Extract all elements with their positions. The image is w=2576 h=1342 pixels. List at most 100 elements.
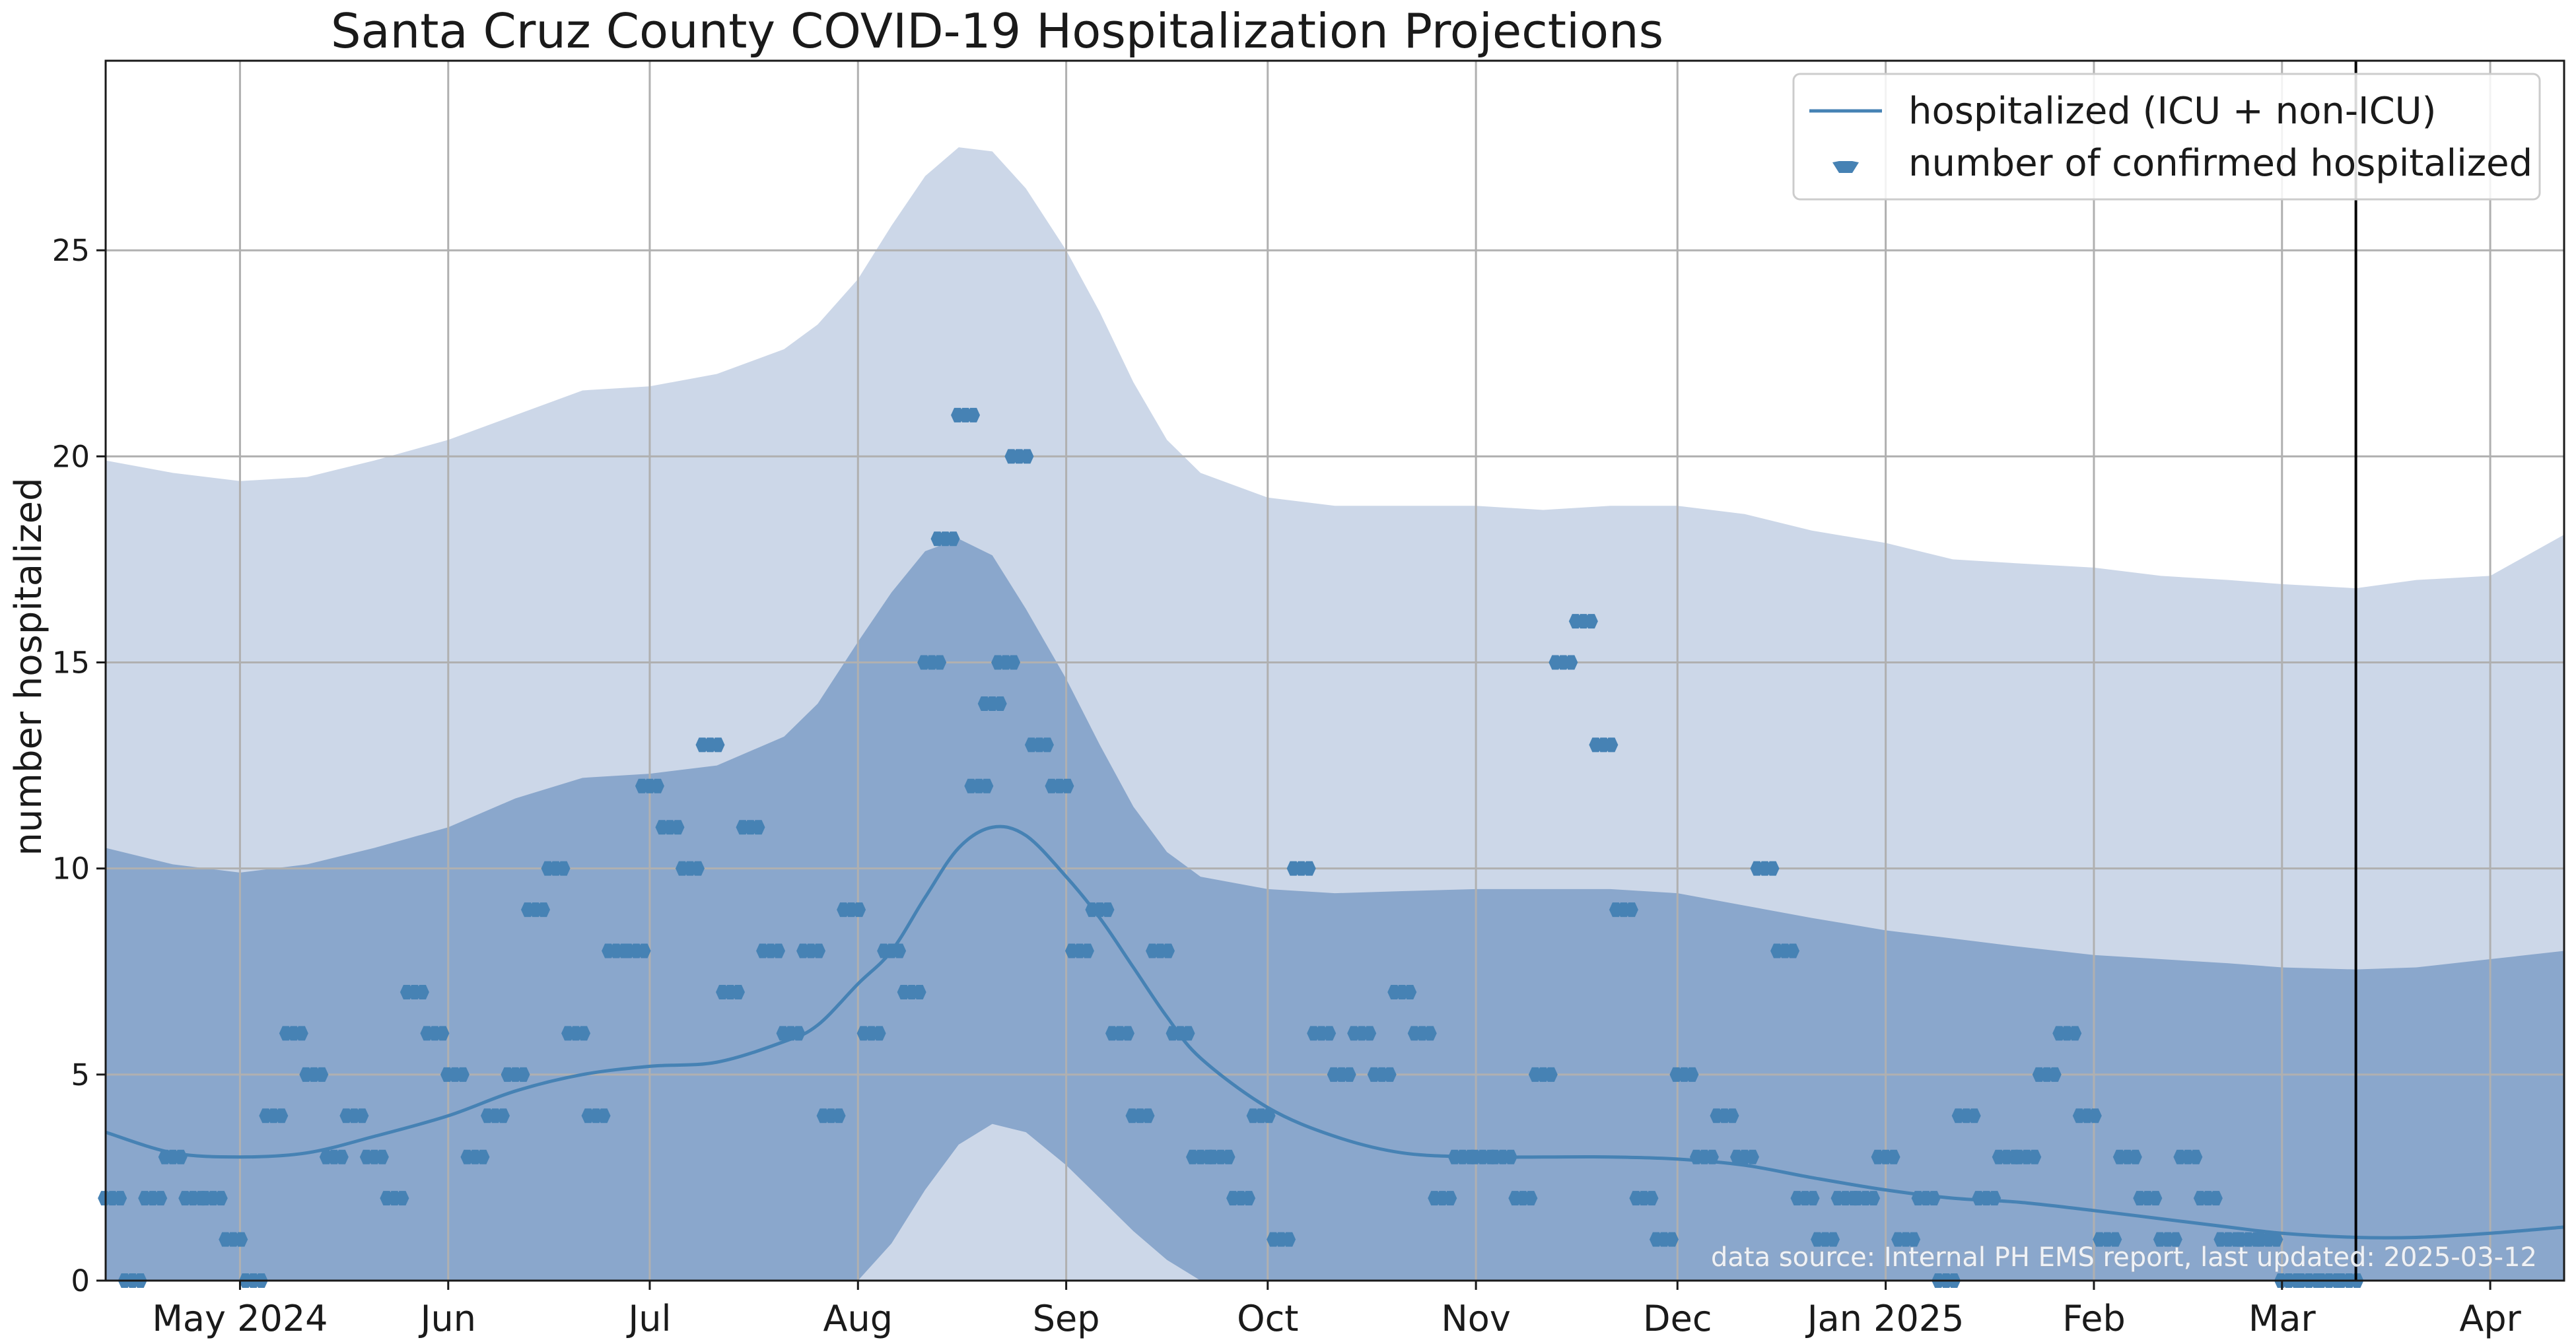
confirmed-point-marker xyxy=(872,1026,886,1041)
confirmed-point-marker xyxy=(1867,1191,1881,1206)
confirmed-point-marker xyxy=(1725,1108,1739,1124)
confirmed-point xyxy=(1891,1232,1921,1247)
confirmed-point xyxy=(1307,1026,1337,1041)
confirmed-point-marker xyxy=(1403,984,1417,999)
confirmed-point xyxy=(1064,943,1094,958)
confirmed-point xyxy=(158,1149,188,1164)
confirmed-point-marker xyxy=(751,820,765,835)
confirmed-point xyxy=(480,1108,510,1124)
confirmed-point xyxy=(1286,861,1316,876)
confirmed-point-marker xyxy=(1121,1026,1134,1041)
confirmed-point-marker xyxy=(1383,1067,1397,1082)
confirmed-point-marker xyxy=(375,1149,389,1164)
confirmed-point-marker xyxy=(691,861,705,876)
confirmed-point xyxy=(951,407,981,422)
confirmed-point xyxy=(1750,861,1780,876)
confirmed-point xyxy=(716,984,746,999)
legend: hospitalized (ICU + non-ICU) number of c… xyxy=(1792,73,2541,201)
x-tick-label: Feb xyxy=(2062,1298,2126,1339)
confirmed-point xyxy=(98,1191,127,1206)
confirmed-point xyxy=(2254,1232,2283,1247)
chart-title: Santa Cruz County COVID-19 Hospitalizati… xyxy=(331,3,1663,59)
confirmed-point-marker xyxy=(275,1108,289,1124)
confirmed-point xyxy=(1649,1232,1679,1247)
confirmed-point-marker xyxy=(1242,1191,1256,1206)
confirmed-point xyxy=(1387,984,1417,999)
confirmed-point xyxy=(420,1026,450,1041)
confirmed-point-marker xyxy=(234,1232,248,1247)
confirmed-point xyxy=(1972,1191,2002,1206)
x-tick-label: Dec xyxy=(1643,1298,1712,1339)
confirmed-point-marker xyxy=(671,820,685,835)
confirmed-point-marker xyxy=(1504,1149,1517,1164)
confirmed-point-marker xyxy=(711,737,725,753)
legend-box xyxy=(1792,73,2541,201)
confirmed-point-marker xyxy=(335,1149,349,1164)
confirmed-point-marker xyxy=(1766,861,1780,876)
confirmed-point-marker xyxy=(1645,1191,1659,1206)
confirmed-point-marker xyxy=(1162,943,1175,958)
legend-label-line: hospitalized (ICU + non-ICU) xyxy=(1908,90,2437,133)
confirmed-point xyxy=(1407,1026,1437,1041)
confirmed-point-marker xyxy=(1564,655,1578,670)
confirmed-point xyxy=(1045,778,1074,793)
confirmed-point-marker xyxy=(1705,1149,1719,1164)
confirmed-point xyxy=(299,1067,329,1082)
confirmed-point-marker xyxy=(1282,1232,1296,1247)
confirmed-point xyxy=(1528,1067,1558,1082)
confirmed-point-marker xyxy=(516,1067,530,1082)
confirmed-point xyxy=(877,943,907,958)
confirmed-point xyxy=(2153,1232,2182,1247)
confirmed-point xyxy=(1327,1067,1356,1082)
confirmed-point-marker xyxy=(557,861,571,876)
confirmed-point-marker xyxy=(853,902,866,918)
confirmed-point xyxy=(1811,1232,1840,1247)
confirmed-point-marker xyxy=(1323,1026,1337,1041)
confirmed-point xyxy=(655,820,685,835)
confirmed-point-marker xyxy=(355,1108,369,1124)
x-tick-label: Aug xyxy=(823,1298,893,1339)
confirmed-point-marker xyxy=(933,655,947,670)
confirmed-point-marker xyxy=(154,1191,168,1206)
confirmed-point-marker xyxy=(577,1026,591,1041)
confirmed-point-marker xyxy=(174,1149,188,1164)
plot-frame xyxy=(104,59,2565,1282)
confirmed-point xyxy=(1488,1149,1517,1164)
confirmed-point xyxy=(2193,1191,2223,1206)
y-tick-label: 20 xyxy=(52,439,90,474)
confirmed-points xyxy=(98,407,2364,1288)
x-tick-label: Nov xyxy=(1441,1298,1510,1339)
confirmed-point xyxy=(736,820,765,835)
confirmed-point-marker xyxy=(1544,1067,1558,1082)
plot-area xyxy=(98,61,2565,1288)
confirmed-point xyxy=(917,655,947,670)
confirmed-point-marker xyxy=(2189,1149,2203,1164)
y-tick-label: 10 xyxy=(52,852,90,887)
confirmed-point xyxy=(964,778,994,793)
confirmed-point xyxy=(2032,1067,2062,1082)
confirmed-point-marker xyxy=(812,943,826,958)
confirmed-point xyxy=(756,943,786,958)
confirmed-point-marker xyxy=(2169,1232,2182,1247)
x-tick-label: Jun xyxy=(419,1298,476,1339)
confirmed-point-marker xyxy=(396,1191,409,1206)
confirmed-point xyxy=(796,943,826,958)
confirmed-point-marker xyxy=(1624,902,1638,918)
confirmed-point xyxy=(1125,1108,1155,1124)
confirmed-point-marker xyxy=(1685,1067,1699,1082)
confirmed-point xyxy=(837,902,866,918)
confirmed-point-marker xyxy=(1786,943,1800,958)
confirmed-point-marker xyxy=(1746,1149,1759,1164)
confirmed-point xyxy=(1347,1026,1377,1041)
confirmed-point-marker xyxy=(1665,1232,1679,1247)
confirmed-point xyxy=(1428,1191,1457,1206)
confirmed-point-marker xyxy=(1222,1149,1236,1164)
confirmed-point-marker xyxy=(1444,1191,1457,1206)
confirmed-point-marker xyxy=(2128,1149,2142,1164)
confirmed-point-marker xyxy=(792,1026,806,1041)
x-axis-ticks: May 2024 Jun Jul Aug Sep Oct Nov Dec Jan 2025 Feb… xyxy=(152,1281,2522,1339)
confirmed-point xyxy=(1730,1149,1759,1164)
confirmed-point-marker xyxy=(295,1026,308,1041)
confirmed-point xyxy=(1267,1232,1296,1247)
